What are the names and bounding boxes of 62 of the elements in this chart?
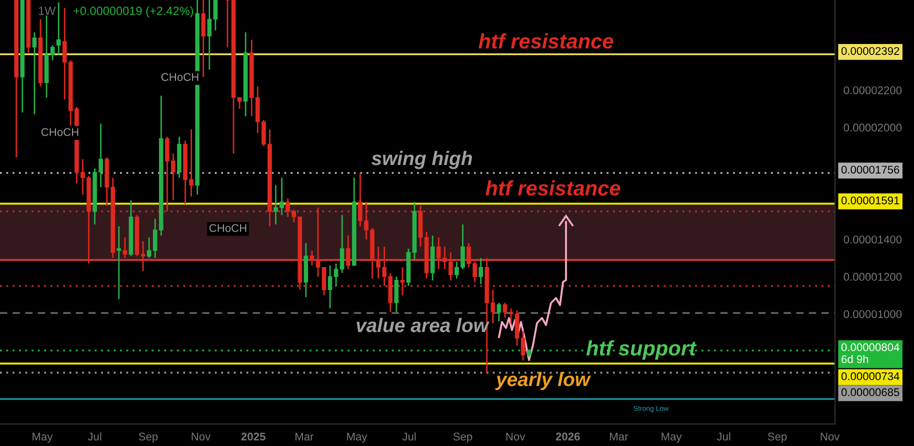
x-tick-label: Sep: [768, 432, 787, 443]
candlestick: [237, 96, 242, 110]
y-tick-label: 0.00001200: [844, 272, 902, 281]
annotation: CHoCH: [209, 224, 246, 232]
candlestick: [394, 276, 399, 313]
ref-line-label: 0.00000734: [841, 372, 900, 380]
candlestick: [201, 0, 206, 78]
candlestick: [322, 266, 326, 296]
candlestick: [496, 302, 502, 322]
x-tick-label: Nov: [192, 432, 211, 440]
candlestick: [56, 2, 61, 56]
candlestick: [116, 226, 122, 300]
x-tick-label: May: [32, 432, 53, 443]
annotation: CHoCH: [41, 128, 78, 136]
ref-line-label: 0.00000685: [841, 388, 900, 396]
annotation: htf resistance: [478, 33, 614, 49]
ref-line-label: 0.00002392: [841, 47, 900, 55]
x-tick-label: Sep: [138, 432, 158, 443]
candlestick: [346, 234, 350, 270]
x-tick-label: Jul: [402, 432, 416, 440]
annotation: htf resistance: [486, 180, 620, 196]
x-tick-label: Jul: [88, 432, 102, 440]
candlestick: [50, 44, 55, 61]
x-tick-label: May: [662, 432, 682, 443]
candlestick: [146, 236, 152, 259]
y-tick-label: 0.00002000: [844, 124, 902, 132]
annotation: swing high: [371, 150, 472, 170]
ref-line-label: 0.00001756: [841, 166, 900, 174]
candlestick: [340, 214, 344, 274]
chart-title: 1W: [38, 6, 56, 15]
x-tick-label: 2025: [241, 432, 266, 440]
candlestick: [213, 0, 218, 32]
annotation: yearly low: [495, 372, 592, 390]
candlestick: [478, 257, 483, 285]
annotation: htf support: [586, 340, 697, 360]
x-tick-label: 2026: [556, 432, 580, 440]
candlestick: [32, 32, 37, 116]
candlestick: [207, 0, 212, 70]
x-tick-label: Jul: [716, 432, 730, 440]
y-tick-label: 0.00002200: [844, 86, 902, 94]
x-tick-label: Mar: [610, 432, 628, 440]
candlestick: [225, 0, 230, 48]
ref-line-label: 0.00000804 6d 9h: [841, 343, 900, 364]
candlestick: [334, 262, 338, 287]
x-tick-label: Mar: [296, 432, 314, 440]
x-tick-label: Nov: [820, 432, 840, 440]
x-tick-label: Nov: [506, 432, 526, 440]
candlestick: [400, 266, 405, 296]
candlestick: [328, 264, 332, 310]
x-tick-label: May: [347, 432, 368, 443]
candlestick: [520, 330, 526, 362]
x-tick-label: Sep: [453, 432, 472, 443]
candlestick: [122, 236, 128, 259]
candlestick: [140, 240, 146, 272]
candlestick: [502, 302, 508, 318]
ref-line-label: 0.00001591: [841, 196, 900, 204]
annotation: CHoCH: [161, 73, 198, 81]
candlestick: [316, 206, 320, 278]
y-tick-label: 0.00001000: [844, 310, 902, 318]
candlestick: [508, 308, 514, 324]
y-tick-label: 0.00001400: [844, 236, 902, 244]
text: +0.00000019 (+2.42%): [74, 6, 194, 18]
